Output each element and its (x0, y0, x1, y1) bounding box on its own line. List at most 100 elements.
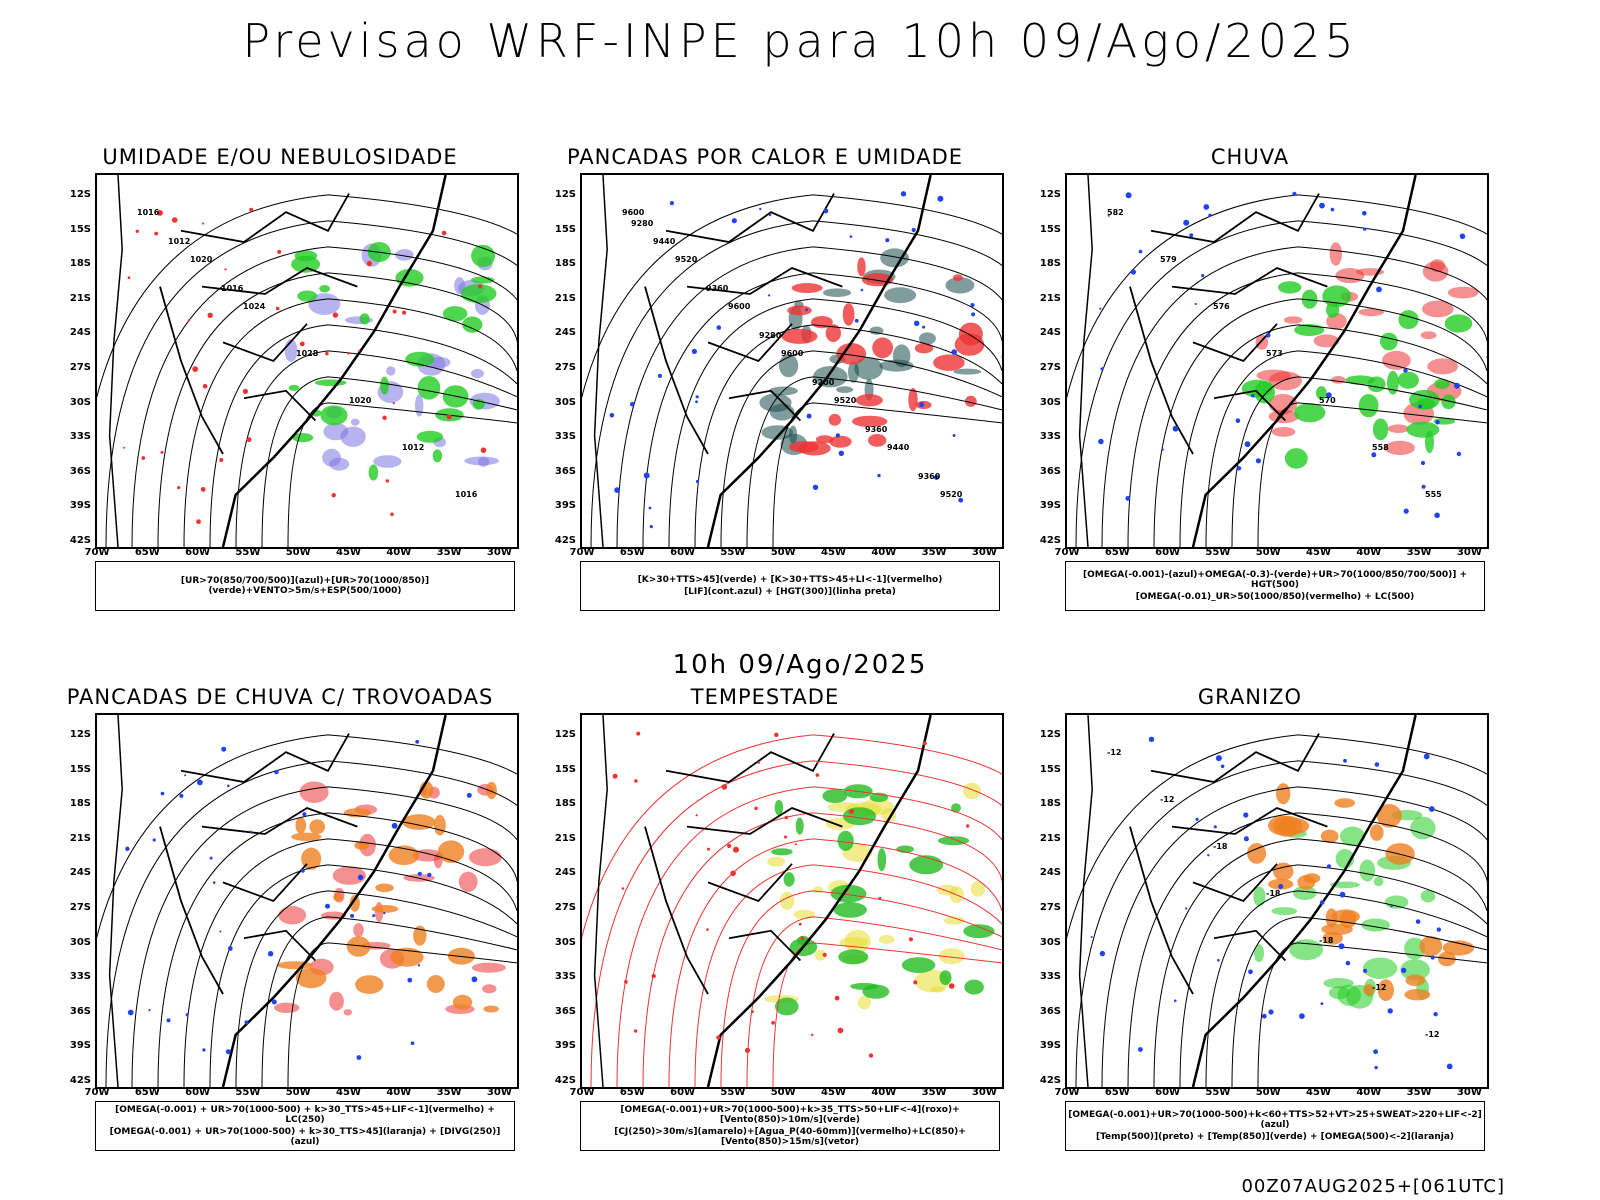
latitude-label: 39S (69, 1040, 91, 1052)
shaded-field (1271, 907, 1298, 916)
contour-line (1257, 942, 1487, 1087)
longitude-label: 50W (770, 547, 796, 558)
shaded-field (277, 961, 313, 970)
latitude-label: 42S (1039, 535, 1061, 546)
signal-dot (1098, 438, 1104, 445)
latitude-label: 33S (554, 431, 576, 443)
latitude-label: 39S (554, 1040, 576, 1052)
longitude-label: 30W (1456, 547, 1482, 558)
signal-dot (1255, 458, 1261, 464)
shaded-field (789, 425, 798, 444)
country-border (243, 389, 317, 422)
longitude-label: 60W (670, 1087, 696, 1098)
country-border (180, 193, 350, 243)
latitude-label: 21S (554, 832, 576, 844)
shaded-field (836, 386, 854, 393)
latitude-label: 12S (554, 729, 576, 740)
contour-line (590, 760, 1002, 1087)
shaded-field (1253, 886, 1266, 907)
shaded-field (1339, 826, 1366, 847)
signal-dot (823, 208, 829, 214)
contour-line (1075, 220, 1487, 547)
signal-dot (815, 773, 820, 777)
shaded-field (945, 277, 975, 294)
shaded-field (1373, 876, 1384, 887)
panel-legend: [OMEGA(-0.001)-(azul)+OMEGA(-0.3)-(verde… (1065, 561, 1485, 611)
longitude-label: 40W (1356, 547, 1382, 558)
contour-label: -12 (1160, 795, 1174, 804)
signal-dot (192, 366, 199, 372)
shaded-field (933, 354, 965, 371)
contour-line (694, 324, 1002, 547)
shaded-field (813, 366, 848, 388)
signal-dot (774, 732, 779, 737)
signal-dot (1454, 382, 1460, 389)
contour-line (157, 812, 517, 1087)
shaded-field (787, 305, 812, 316)
shaded-field (825, 324, 841, 343)
shaded-field (308, 293, 341, 315)
contour-line (97, 194, 517, 399)
shaded-field (349, 894, 360, 912)
signal-dot (1172, 425, 1179, 432)
shaded-field (329, 457, 350, 471)
country-border (1213, 389, 1287, 422)
shaded-field (962, 782, 981, 800)
signal-dot (868, 1053, 874, 1058)
signal-dot (919, 402, 925, 408)
shaded-field (417, 376, 441, 400)
shaded-field (1271, 427, 1296, 437)
latitude-label: 30S (69, 396, 91, 408)
shaded-field (1372, 418, 1389, 441)
shaded-field (759, 393, 792, 412)
contour-line (209, 864, 517, 1087)
signal-dot (885, 238, 890, 243)
contour-label: -12 (1107, 748, 1121, 757)
signal-dot (733, 846, 739, 853)
signal-dot (970, 303, 975, 307)
signal-dot (649, 525, 653, 529)
latitude-label: 21S (69, 292, 91, 304)
latitude-label: 12S (69, 729, 91, 740)
shaded-field (1276, 783, 1291, 805)
latitude-label: 39S (1039, 1040, 1061, 1052)
shaded-field (857, 995, 871, 1010)
shaded-field (333, 893, 343, 902)
shaded-field (368, 464, 379, 481)
latitude-label: 33S (1039, 971, 1061, 983)
shaded-field (1294, 403, 1326, 423)
signal-dot (948, 983, 955, 989)
signal-dot (271, 999, 277, 1005)
contour-line (1153, 298, 1487, 547)
country-border (180, 733, 350, 783)
shaded-field (390, 947, 424, 967)
signal-dot (466, 792, 472, 798)
signal-dot (877, 473, 881, 478)
contour-label: 9600 (728, 302, 751, 311)
panel-title: TEMPESTADE (690, 685, 840, 709)
contour-label: 1012 (402, 443, 424, 452)
legend-line: [K>30+TTS>45](verde) + [K>30+TTS>45+LI<-… (637, 575, 943, 585)
signal-dot (390, 512, 394, 517)
contour-line (694, 864, 1002, 1087)
signal-dot (751, 1010, 754, 1013)
latitude-label: 39S (1039, 500, 1061, 512)
shaded-field (1331, 909, 1360, 924)
longitude-label: 40W (871, 1087, 897, 1098)
signal-dot (274, 769, 279, 775)
contour-label: 579 (1160, 255, 1177, 264)
shaded-field (291, 832, 322, 841)
longitude-label: 45W (1306, 547, 1331, 558)
shaded-field (295, 967, 327, 989)
longitude-label: 70W (84, 547, 110, 558)
longitude-label: 55W (720, 1087, 746, 1098)
latitude-label: 42S (1039, 1075, 1061, 1086)
signal-dot (849, 809, 855, 815)
signal-dot (835, 433, 840, 438)
contour-label: 9360 (865, 425, 888, 434)
shaded-field (795, 817, 804, 835)
contour-label: 9520 (675, 255, 698, 264)
signal-dot (1319, 202, 1325, 209)
longitude-label: 70W (1054, 1087, 1080, 1098)
shaded-field (836, 343, 867, 365)
